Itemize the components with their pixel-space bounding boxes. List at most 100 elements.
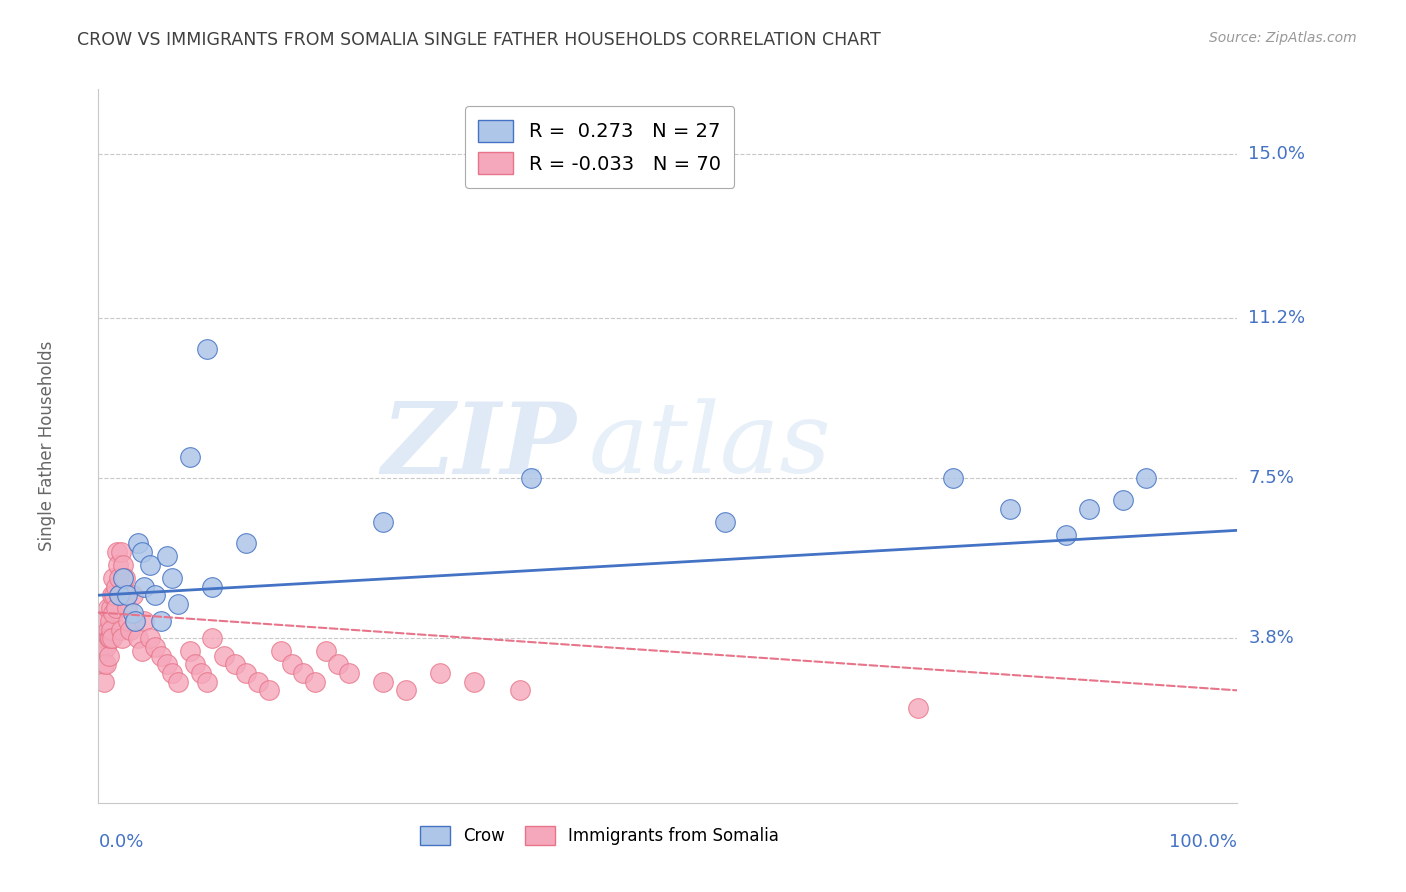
Point xyxy=(201,632,224,646)
Text: 15.0%: 15.0% xyxy=(1249,145,1305,163)
Point xyxy=(131,644,153,658)
Point xyxy=(371,674,394,689)
Point xyxy=(100,601,122,615)
Point xyxy=(167,674,190,689)
Text: Source: ZipAtlas.com: Source: ZipAtlas.com xyxy=(1209,31,1357,45)
Point xyxy=(101,632,124,646)
Point xyxy=(112,571,135,585)
Point xyxy=(115,601,138,615)
Point xyxy=(315,644,337,658)
Text: 11.2%: 11.2% xyxy=(1249,310,1306,327)
Point xyxy=(108,571,131,585)
Point xyxy=(281,657,304,672)
Point xyxy=(463,674,485,689)
Point xyxy=(162,666,184,681)
Point xyxy=(292,666,315,681)
Point xyxy=(124,614,146,628)
Point xyxy=(145,588,167,602)
Point xyxy=(150,648,173,663)
Point xyxy=(112,558,135,572)
Point xyxy=(246,674,269,689)
Point xyxy=(179,450,201,464)
Point xyxy=(131,545,153,559)
Point xyxy=(111,632,134,646)
Point xyxy=(1112,493,1135,508)
Text: 100.0%: 100.0% xyxy=(1170,833,1237,851)
Point xyxy=(103,606,125,620)
Point xyxy=(162,571,184,585)
Point xyxy=(127,632,149,646)
Point xyxy=(907,700,929,714)
Point xyxy=(96,623,118,637)
Point xyxy=(108,588,131,602)
Point xyxy=(1135,471,1157,485)
Point xyxy=(326,657,349,672)
Point xyxy=(117,614,139,628)
Point xyxy=(94,614,117,628)
Legend: Crow, Immigrants from Somalia: Crow, Immigrants from Somalia xyxy=(413,819,786,852)
Point xyxy=(195,674,218,689)
Point xyxy=(121,588,143,602)
Point xyxy=(110,623,132,637)
Text: ZIP: ZIP xyxy=(382,398,576,494)
Point xyxy=(96,640,118,654)
Point xyxy=(1078,501,1101,516)
Point xyxy=(96,657,118,672)
Point xyxy=(145,640,167,654)
Point xyxy=(120,623,142,637)
Point xyxy=(201,580,224,594)
Point xyxy=(98,614,121,628)
Point xyxy=(108,588,131,602)
Text: CROW VS IMMIGRANTS FROM SOMALIA SINGLE FATHER HOUSEHOLDS CORRELATION CHART: CROW VS IMMIGRANTS FROM SOMALIA SINGLE F… xyxy=(77,31,882,49)
Point xyxy=(520,471,543,485)
Point xyxy=(509,683,531,698)
Point xyxy=(212,648,235,663)
Point xyxy=(97,648,120,663)
Text: 0.0%: 0.0% xyxy=(98,833,143,851)
Point xyxy=(179,644,201,658)
Point xyxy=(101,588,124,602)
Point xyxy=(259,683,281,698)
Point xyxy=(114,571,136,585)
Point xyxy=(429,666,451,681)
Point xyxy=(127,536,149,550)
Point xyxy=(107,558,129,572)
Point xyxy=(90,632,112,646)
Point xyxy=(103,571,125,585)
Point xyxy=(104,601,127,615)
Point xyxy=(114,588,136,602)
Point xyxy=(93,657,115,672)
Point xyxy=(184,657,207,672)
Point xyxy=(124,614,146,628)
Point xyxy=(337,666,360,681)
Point xyxy=(156,549,179,564)
Point xyxy=(395,683,418,698)
Point xyxy=(98,632,121,646)
Point xyxy=(714,515,737,529)
Point xyxy=(167,597,190,611)
Point xyxy=(94,632,117,646)
Point xyxy=(224,657,246,672)
Point xyxy=(103,588,125,602)
Point xyxy=(138,558,160,572)
Point xyxy=(371,515,394,529)
Point xyxy=(235,666,257,681)
Point xyxy=(121,606,143,620)
Point xyxy=(110,545,132,559)
Text: 3.8%: 3.8% xyxy=(1249,630,1294,648)
Point xyxy=(942,471,965,485)
Point xyxy=(235,536,257,550)
Point xyxy=(105,545,128,559)
Point xyxy=(304,674,326,689)
Point xyxy=(1054,527,1078,541)
Point xyxy=(104,580,127,594)
Text: atlas: atlas xyxy=(588,399,831,493)
Point xyxy=(998,501,1021,516)
Point xyxy=(156,657,179,672)
Point xyxy=(132,614,155,628)
Point xyxy=(97,632,120,646)
Point xyxy=(96,601,118,615)
Point xyxy=(190,666,212,681)
Text: 7.5%: 7.5% xyxy=(1249,469,1295,487)
Point xyxy=(93,674,115,689)
